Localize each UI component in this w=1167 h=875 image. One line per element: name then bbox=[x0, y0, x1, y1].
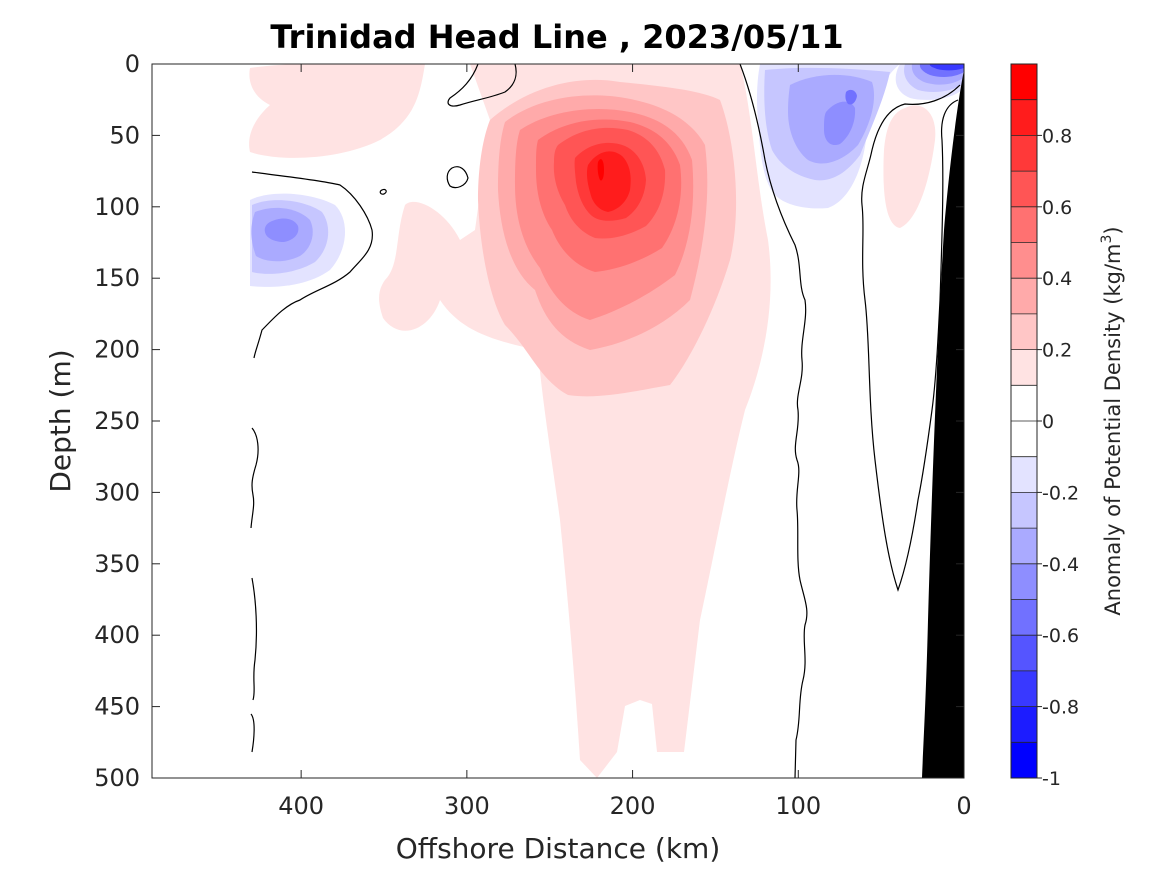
x-tick-label: 100 bbox=[775, 792, 821, 820]
contour-fill-neg-b5 bbox=[845, 89, 857, 105]
colorbar-tick-label: -1 bbox=[1042, 768, 1061, 790]
colorbar-band bbox=[1011, 313, 1037, 350]
zero-contour-lines bbox=[250, 64, 961, 778]
colorbar-band bbox=[1011, 456, 1037, 493]
y-tick-label: 250 bbox=[94, 407, 140, 435]
contour-fill-pos-nearshore bbox=[883, 105, 936, 228]
colorbar-label-main: Anomaly of Potential Density (kg/m bbox=[1101, 244, 1125, 616]
contour-fill-pos-top bbox=[249, 64, 425, 158]
colorbar-bands bbox=[1011, 64, 1037, 778]
zero-contour-line-4 bbox=[447, 64, 517, 107]
colorbar-band bbox=[1011, 421, 1037, 457]
colorbar-tick-label: -0.2 bbox=[1042, 482, 1079, 504]
x-tick-label: 400 bbox=[278, 792, 324, 820]
y-axis-ticks: 0 50 100 150 200 250 300 350 400 450 500 bbox=[94, 50, 964, 792]
colorbar-tick-label: 0.6 bbox=[1042, 197, 1072, 219]
colorbar-tick-label: -0.8 bbox=[1042, 697, 1079, 719]
colorbar: 0.8 0.6 0.4 0.2 0 -0.2 -0.4 -0.6 -0.8 -1 Anomaly … bbox=[1010, 63, 1125, 790]
y-tick-label: 200 bbox=[94, 336, 140, 364]
colorbar-band bbox=[1011, 349, 1037, 386]
colorbar-band bbox=[1011, 99, 1037, 136]
contour-fill-pos-9 bbox=[597, 159, 604, 181]
colorbar-band bbox=[1011, 635, 1037, 671]
y-tick-label: 150 bbox=[94, 264, 140, 292]
y-tick-label: 350 bbox=[94, 550, 140, 578]
x-tick-label: 0 bbox=[956, 792, 971, 820]
zero-contour-line-2 bbox=[250, 427, 259, 529]
zero-contour-line-7 bbox=[739, 64, 808, 778]
plot-area bbox=[151, 63, 965, 779]
colorbar-band bbox=[1011, 742, 1037, 778]
colorbar-band bbox=[1011, 563, 1037, 600]
zero-contour-line-3 bbox=[250, 577, 258, 753]
y-tick-label: 300 bbox=[94, 478, 140, 506]
colorbar-band bbox=[1011, 492, 1037, 529]
zero-contour-line-6 bbox=[379, 188, 387, 195]
zero-contour-line-5 bbox=[446, 166, 469, 189]
colorbar-ticks: 0.8 0.6 0.4 0.2 0 -0.2 -0.4 -0.6 -0.8 -1 bbox=[1037, 125, 1079, 790]
colorbar-tick-label: 0.8 bbox=[1042, 125, 1072, 147]
colorbar-band bbox=[1011, 385, 1037, 421]
y-tick-label: 500 bbox=[94, 764, 140, 792]
colorbar-tick-label: -0.4 bbox=[1042, 554, 1079, 576]
x-tick-label: 300 bbox=[444, 792, 490, 820]
colorbar-band bbox=[1011, 206, 1037, 243]
x-tick-label: 200 bbox=[610, 792, 656, 820]
contour-fills bbox=[249, 64, 964, 778]
colorbar-band bbox=[1011, 135, 1037, 172]
y-tick-label: 100 bbox=[94, 193, 140, 221]
colorbar-band bbox=[1011, 171, 1037, 207]
colorbar-band bbox=[1011, 528, 1037, 564]
colorbar-band bbox=[1011, 242, 1037, 279]
x-axis-ticks: 400 300 200 100 0 bbox=[278, 64, 972, 820]
contour-fill-neg-c5 bbox=[929, 64, 964, 71]
colorbar-band bbox=[1011, 670, 1037, 707]
y-tick-label: 50 bbox=[109, 121, 140, 149]
colorbar-band bbox=[1011, 599, 1037, 636]
x-axis-label: Offshore Distance (km) bbox=[396, 832, 721, 865]
colorbar-tick-label: 0.4 bbox=[1042, 268, 1072, 290]
colorbar-label: Anomaly of Potential Density (kg/m3) bbox=[1099, 226, 1125, 615]
contour-fill-neg-a4 bbox=[264, 218, 299, 242]
colorbar-band bbox=[1011, 64, 1037, 100]
contour-fill-neg-b4 bbox=[824, 101, 856, 146]
colorbar-tick-label: -0.6 bbox=[1042, 625, 1079, 647]
y-axis-label: Depth (m) bbox=[44, 349, 77, 492]
y-tick-label: 0 bbox=[125, 50, 140, 78]
zero-contour-line-1 bbox=[251, 171, 373, 359]
colorbar-band bbox=[1011, 278, 1037, 314]
chart-title: Trinidad Head Line , 2023/05/11 bbox=[270, 18, 843, 56]
y-tick-label: 400 bbox=[94, 621, 140, 649]
colorbar-band bbox=[1011, 706, 1037, 743]
y-tick-label: 450 bbox=[94, 693, 140, 721]
zero-contour-line-8 bbox=[861, 84, 961, 592]
colorbar-tick-label: 0.2 bbox=[1042, 340, 1072, 362]
colorbar-label-close: ) bbox=[1101, 226, 1125, 234]
colorbar-label-superscript: 3 bbox=[1099, 235, 1115, 244]
bathymetry-mask bbox=[922, 70, 964, 778]
colorbar-tick-label: 0 bbox=[1042, 411, 1054, 433]
